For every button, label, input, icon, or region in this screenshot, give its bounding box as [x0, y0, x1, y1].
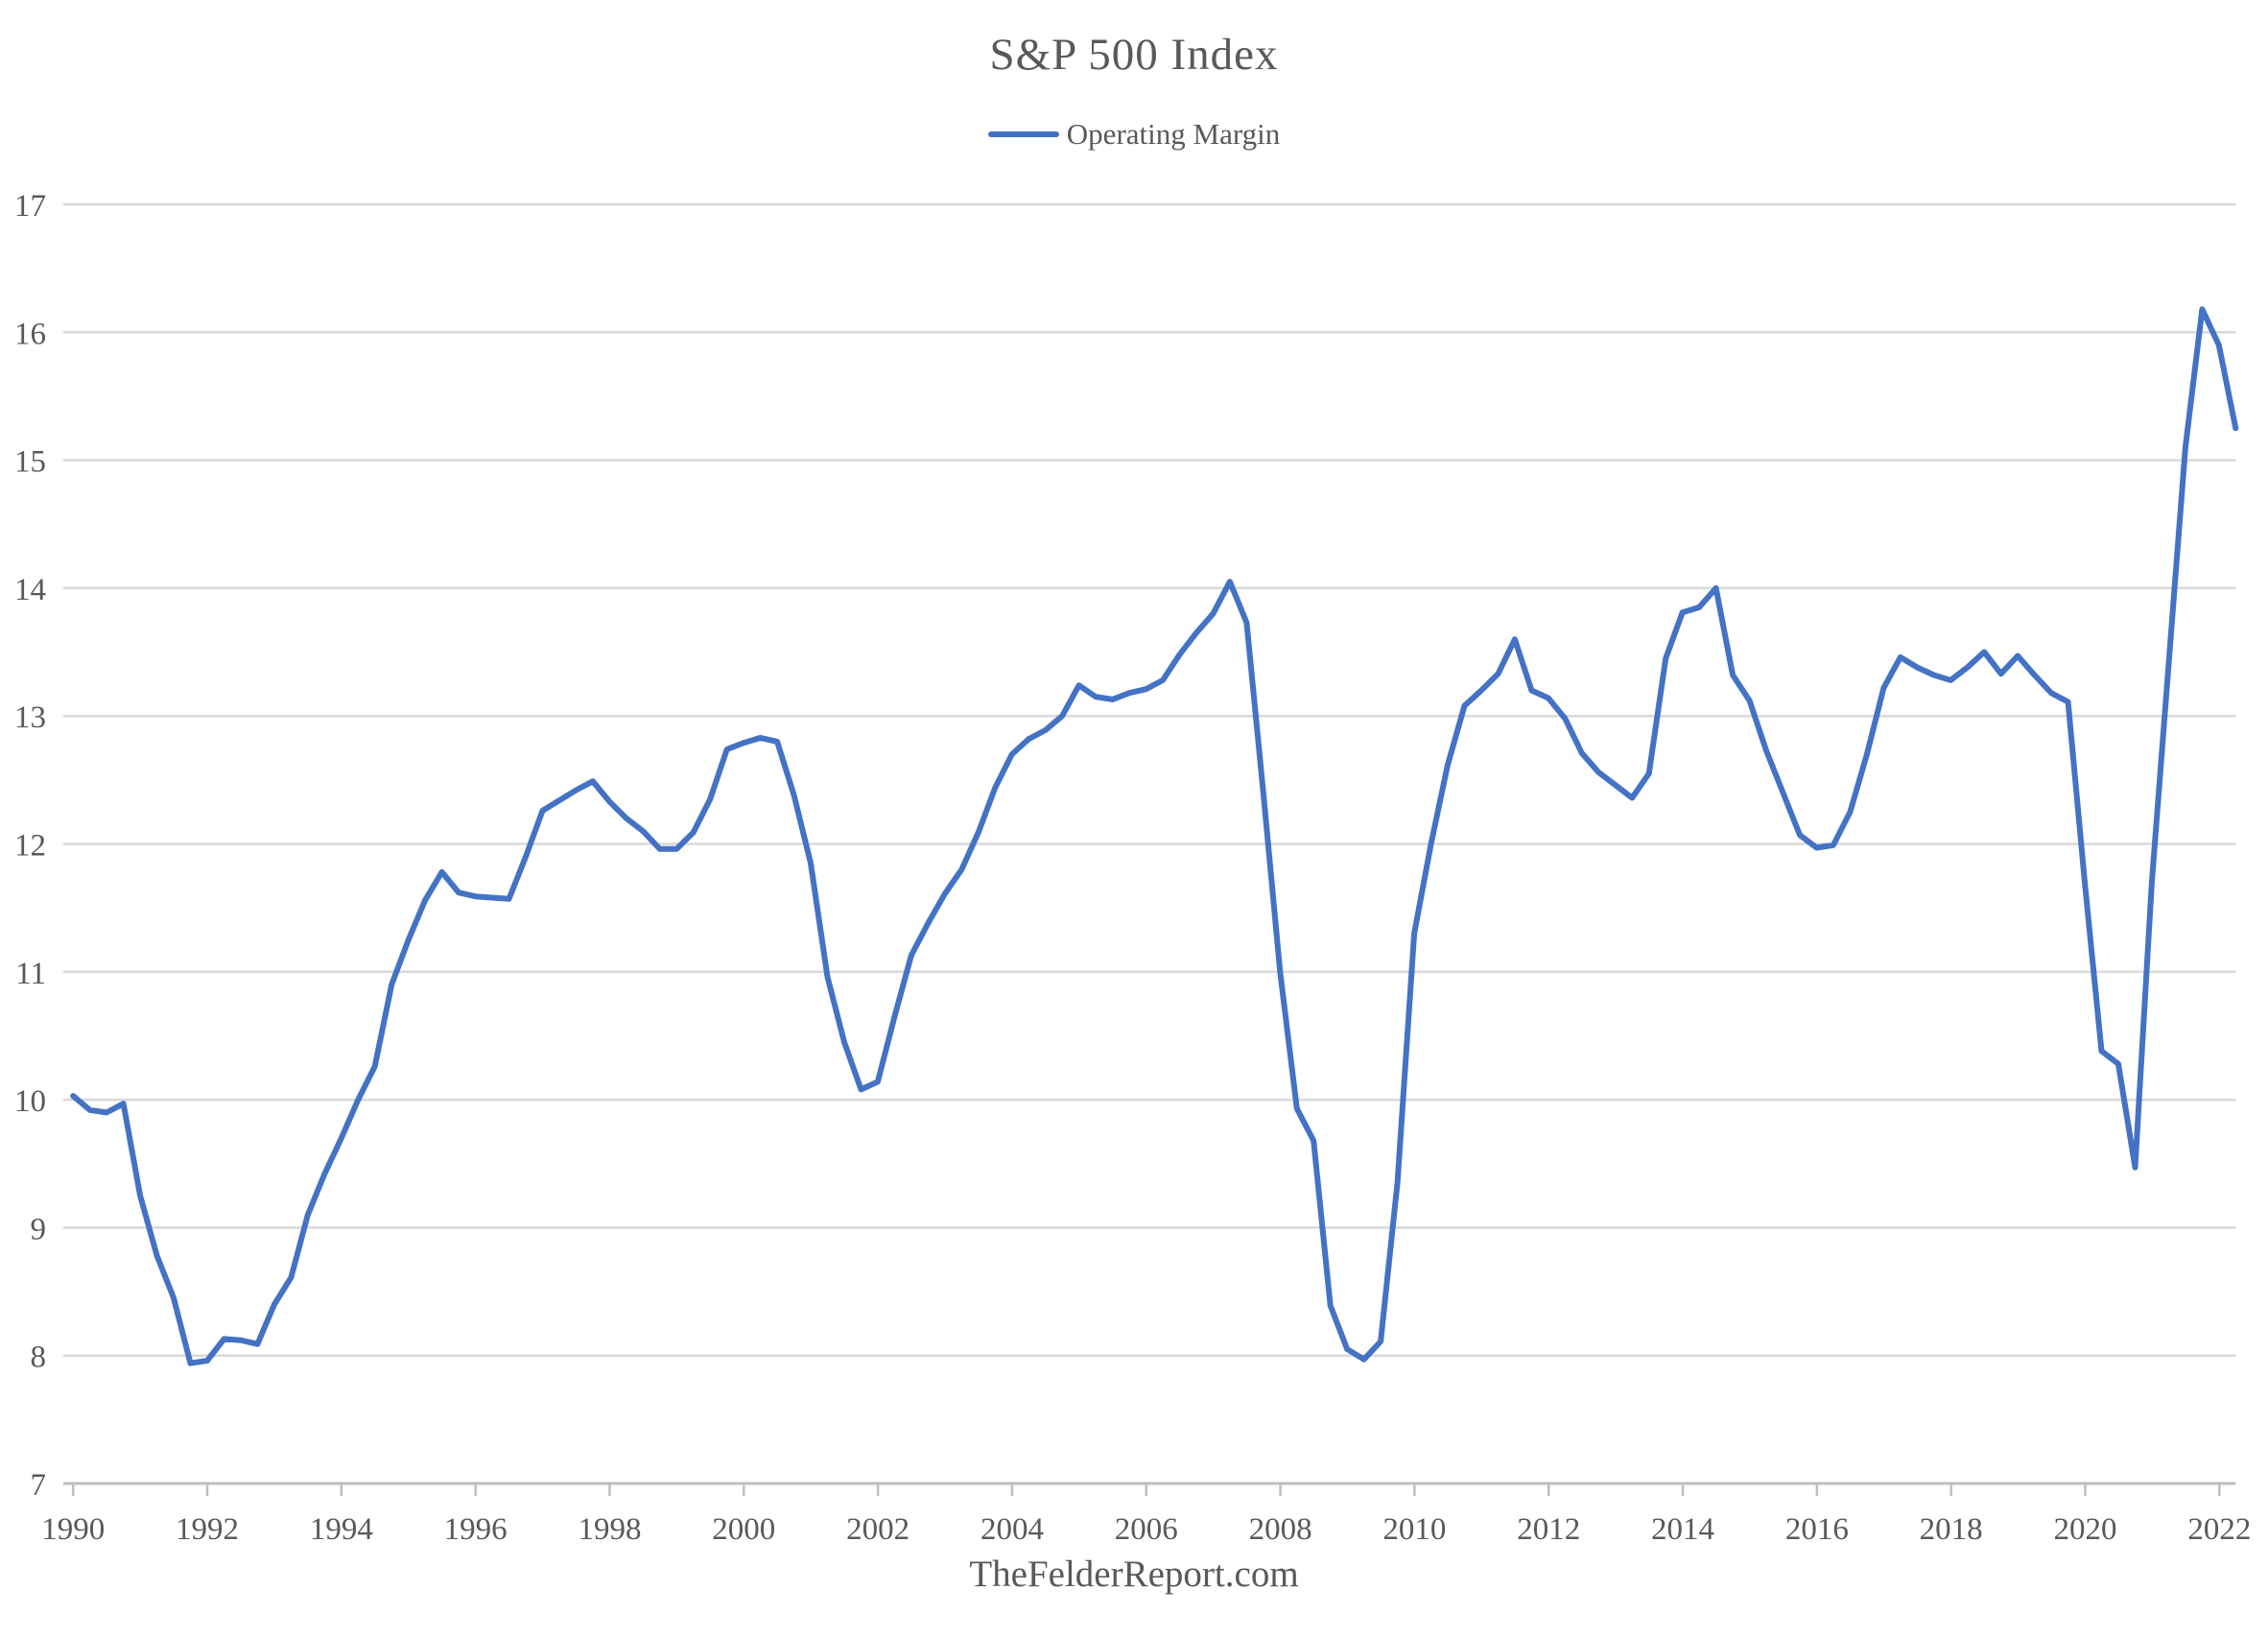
- legend: Operating Margin: [0, 117, 2268, 152]
- x-axis-label: 1998: [578, 1512, 641, 1547]
- x-axis-label: 2022: [2187, 1512, 2251, 1547]
- x-axis-label: 2004: [980, 1512, 1044, 1547]
- y-axis-label: 17: [14, 189, 46, 224]
- x-axis-label: 2014: [1651, 1512, 1714, 1547]
- footer-watermark: TheFelderReport.com: [969, 1554, 1299, 1595]
- y-axis-label: 10: [14, 1084, 46, 1119]
- x-axis-label: 2020: [2054, 1512, 2117, 1547]
- y-axis-label: 7: [31, 1468, 47, 1503]
- x-axis-label: 1992: [176, 1512, 239, 1547]
- y-axis-label: 13: [14, 700, 46, 735]
- legend-label: Operating Margin: [1066, 117, 1281, 151]
- y-axis-label: 8: [31, 1340, 47, 1375]
- x-axis-label: 2012: [1517, 1512, 1580, 1547]
- y-axis-label: 11: [15, 957, 46, 991]
- y-axis-label: 14: [14, 573, 46, 607]
- x-axis-label: 2000: [712, 1512, 775, 1547]
- x-axis-label: 2008: [1249, 1512, 1312, 1547]
- y-axis-label: 15: [14, 445, 46, 480]
- y-axis-labels: 7 8 9 10 11 12 13 14 15 16 17: [14, 189, 46, 1503]
- x-axis-label: 2002: [846, 1512, 910, 1547]
- x-axis-label: 2006: [1115, 1512, 1178, 1547]
- gridlines: [63, 202, 2236, 1485]
- operating-margin-line: [70, 306, 2239, 1366]
- x-axis-label: 2018: [1920, 1512, 1983, 1547]
- x-axis-label: 1990: [41, 1512, 105, 1547]
- y-axis-label: 16: [14, 317, 46, 351]
- x-axis-label: 2016: [1785, 1512, 1849, 1547]
- y-axis-label: 12: [14, 829, 46, 864]
- x-axis-labels: 1990 1992 1994 1996 1998 2000 2002 2004 2006 2008…: [41, 1512, 2251, 1547]
- x-axis-ticks: [71, 1483, 2221, 1496]
- chart-title: S&P 500 Index: [989, 30, 1279, 80]
- x-axis-label: 2010: [1382, 1512, 1446, 1547]
- x-axis-label: 1994: [310, 1512, 373, 1547]
- x-axis-label: 1996: [444, 1512, 508, 1547]
- y-axis-label: 9: [31, 1212, 47, 1246]
- legend-line-swatch-icon: [987, 131, 1059, 137]
